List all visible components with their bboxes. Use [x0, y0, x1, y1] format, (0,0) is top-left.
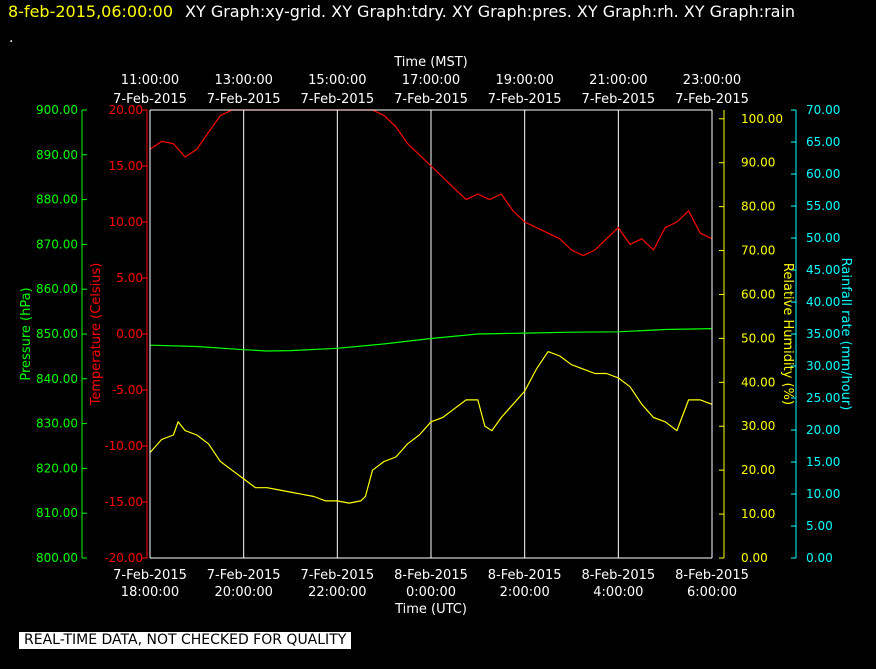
top-tick-time: 13:00:00	[214, 73, 272, 88]
header-dot: .	[9, 30, 14, 46]
humidity-tick-label: 50.00	[741, 331, 775, 345]
humidity-tick-label: 90.00	[741, 156, 775, 170]
bottom-axis-title: Time (UTC)	[394, 602, 467, 617]
temperature-tick-label: 0.00	[116, 327, 143, 341]
bottom-tick-time: 18:00:00	[121, 585, 179, 600]
pressure-tick-label: 840.00	[36, 372, 78, 386]
rainfall-tick-label: 50.00	[806, 231, 840, 245]
series-pres-line	[149, 328, 713, 352]
humidity-tick-label: 100.00	[741, 112, 783, 126]
pressure-tick-label: 830.00	[36, 417, 78, 431]
pressure-tick-label: 890.00	[36, 148, 78, 162]
top-tick-date: 7-Feb-2015	[394, 92, 468, 107]
axis-labels: 800.00 810.00 820.00 830.00 840.00 850.00 860.…	[19, 55, 853, 617]
bottom-tick-date: 8-Feb-2015	[581, 568, 655, 583]
temperature-tick-label: 20.00	[109, 103, 143, 117]
humidity-tick-label: 40.00	[741, 375, 775, 389]
top-tick-date: 7-Feb-2015	[581, 92, 655, 107]
pressure-tick-label: 870.00	[36, 237, 78, 251]
top-tick-time: 23:00:00	[683, 73, 741, 88]
humidity-tick-label: 0.00	[741, 551, 768, 565]
pressure-axis-title: Pressure (hPa)	[19, 287, 34, 380]
pressure-tick-label: 850.00	[36, 327, 78, 341]
header-graph-titles: XY Graph:xy-grid. XY Graph:tdry. XY Grap…	[185, 2, 796, 21]
bottom-tick-date: 7-Feb-2015	[113, 568, 187, 583]
bottom-tick-date: 8-Feb-2015	[488, 568, 562, 583]
humidity-axis-title: Relative Humidity (%)	[780, 263, 795, 405]
bottom-tick-date: 7-Feb-2015	[300, 568, 374, 583]
rainfall-tick-label: 15.00	[806, 455, 840, 469]
bottom-tick-time: 2:00:00	[500, 585, 550, 600]
rainfall-tick-label: 35.00	[806, 327, 840, 341]
pressure-tick-label: 860.00	[36, 282, 78, 296]
temperature-tick-label: -5.00	[112, 383, 143, 397]
temperature-tick-label: 5.00	[116, 271, 143, 285]
rainfall-tick-label: 70.00	[806, 103, 840, 117]
rainfall-tick-label: 20.00	[806, 423, 840, 437]
top-tick-time: 19:00:00	[495, 73, 553, 88]
humidity-tick-label: 80.00	[741, 200, 775, 214]
pressure-tick-label: 810.00	[36, 506, 78, 520]
top-axis-title: Time (MST)	[393, 55, 468, 70]
top-tick-time: 21:00:00	[589, 73, 647, 88]
bottom-tick-date: 7-Feb-2015	[207, 568, 281, 583]
top-tick-date: 7-Feb-2015	[675, 92, 749, 107]
bottom-tick-time: 4:00:00	[593, 585, 643, 600]
pressure-tick-label: 800.00	[36, 551, 78, 565]
temperature-tick-label: -10.00	[104, 439, 143, 453]
pressure-tick-label: 900.00	[36, 103, 78, 117]
rainfall-tick-label: 5.00	[806, 519, 833, 533]
temperature-tick-label: 15.00	[109, 159, 143, 173]
top-tick-time: 15:00:00	[308, 73, 366, 88]
rainfall-tick-label: 0.00	[806, 551, 833, 565]
rainfall-tick-label: 10.00	[806, 487, 840, 501]
humidity-tick-label: 60.00	[741, 287, 775, 301]
top-tick-date: 7-Feb-2015	[207, 92, 281, 107]
humidity-tick-label: 20.00	[741, 463, 775, 477]
top-tick-date: 7-Feb-2015	[488, 92, 562, 107]
temperature-tick-label: 10.00	[109, 215, 143, 229]
bottom-tick-time: 22:00:00	[308, 585, 366, 600]
top-tick-date: 7-Feb-2015	[113, 92, 187, 107]
bottom-tick-time: 0:00:00	[406, 585, 456, 600]
bottom-tick-time: 20:00:00	[214, 585, 272, 600]
rainfall-axis-title: Rainfall rate (mm/hour)	[838, 258, 853, 411]
pressure-tick-label: 820.00	[36, 461, 78, 475]
bottom-tick-date: 8-Feb-2015	[394, 568, 468, 583]
rainfall-tick-label: 60.00	[806, 167, 840, 181]
temperature-axis-title: Temperature (Celsius)	[89, 263, 104, 407]
rainfall-tick-label: 25.00	[806, 391, 840, 405]
humidity-tick-label: 70.00	[741, 244, 775, 258]
pressure-tick-label: 880.00	[36, 193, 78, 207]
top-tick-time: 17:00:00	[402, 73, 460, 88]
bottom-tick-date: 8-Feb-2015	[675, 568, 749, 583]
top-tick-date: 7-Feb-2015	[300, 92, 374, 107]
rainfall-tick-label: 55.00	[806, 199, 840, 213]
rainfall-tick-label: 30.00	[806, 359, 840, 373]
rainfall-tick-label: 65.00	[806, 135, 840, 149]
bottom-tick-time: 6:00:00	[687, 585, 737, 600]
rainfall-tick-label: 40.00	[806, 295, 840, 309]
top-tick-time: 11:00:00	[121, 73, 179, 88]
humidity-tick-label: 10.00	[741, 507, 775, 521]
humidity-tick-label: 30.00	[741, 419, 775, 433]
series-rh-line	[149, 351, 713, 504]
grid-lines	[243, 110, 619, 558]
quality-banner: REAL-TIME DATA, NOT CHECKED FOR QUALITY	[19, 632, 352, 649]
header-timestamp: 8-feb-2015,06:00:00	[8, 2, 174, 21]
axes	[81, 109, 797, 559]
rainfall-tick-label: 45.00	[806, 263, 840, 277]
temperature-tick-label: -15.00	[104, 495, 143, 509]
temperature-tick-label: -20.00	[104, 551, 143, 565]
